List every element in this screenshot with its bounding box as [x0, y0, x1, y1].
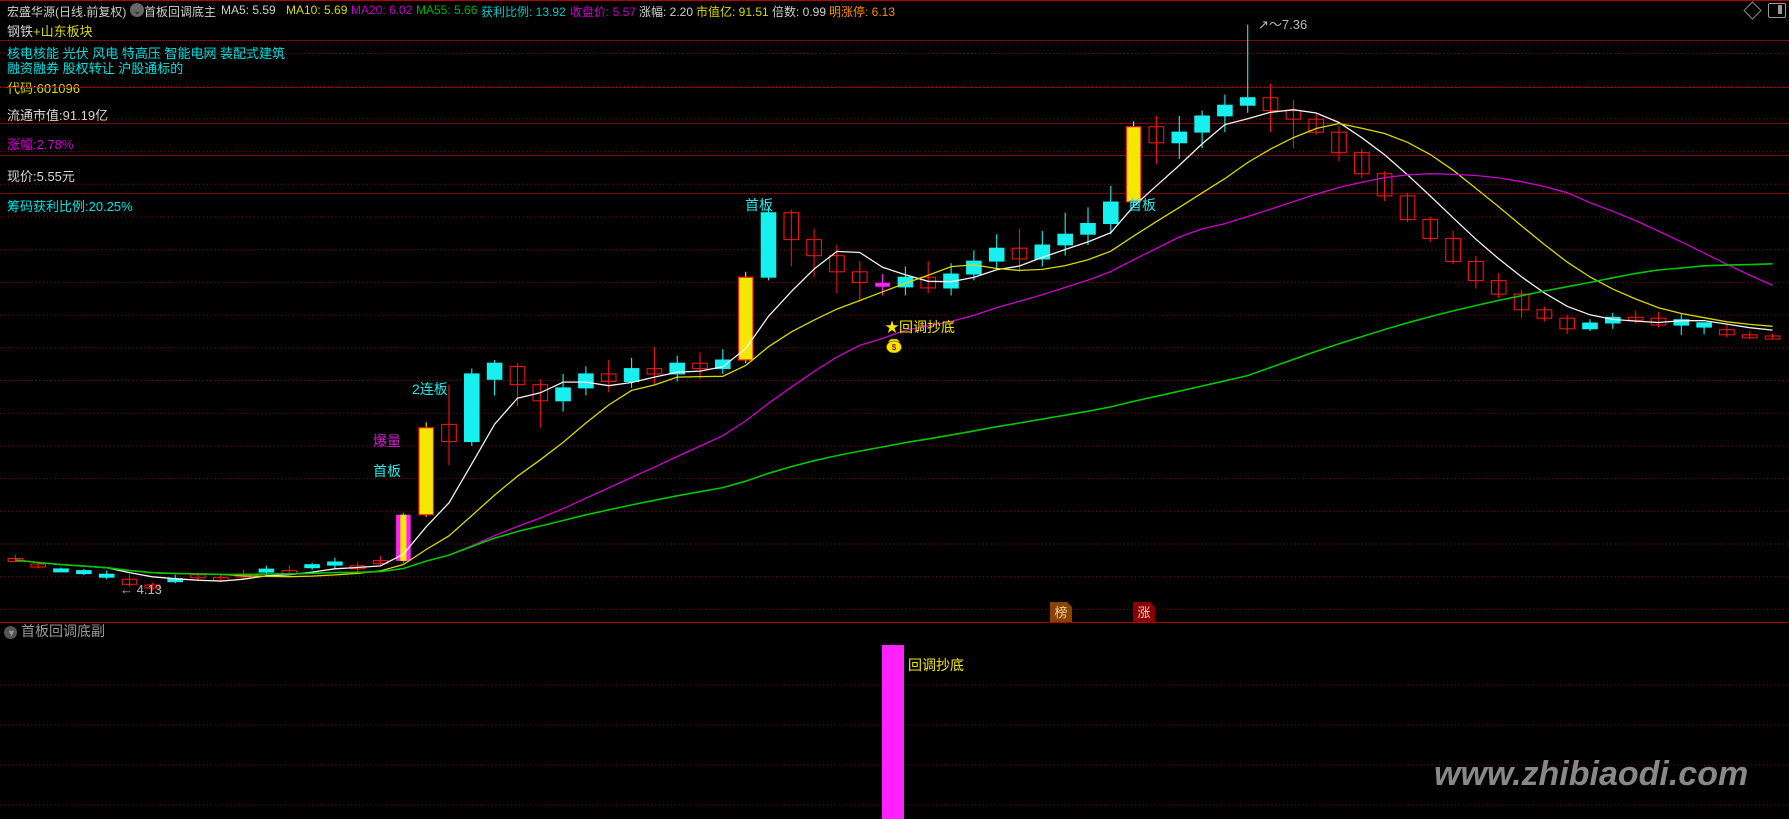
svg-text:榜: 榜 — [1054, 605, 1067, 620]
svg-text:涨: 涨 — [1137, 605, 1150, 620]
svg-text:$: $ — [892, 343, 897, 352]
